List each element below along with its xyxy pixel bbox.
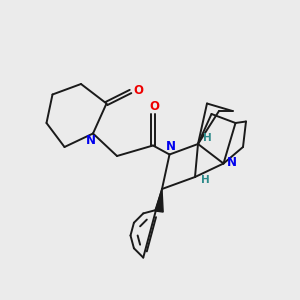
Text: H: H (201, 175, 210, 185)
Text: N: N (166, 140, 176, 154)
Text: O: O (133, 83, 143, 97)
Polygon shape (155, 189, 163, 212)
Text: N: N (227, 155, 237, 169)
Text: H: H (202, 133, 211, 143)
Text: N: N (85, 134, 96, 147)
Text: O: O (149, 100, 160, 113)
